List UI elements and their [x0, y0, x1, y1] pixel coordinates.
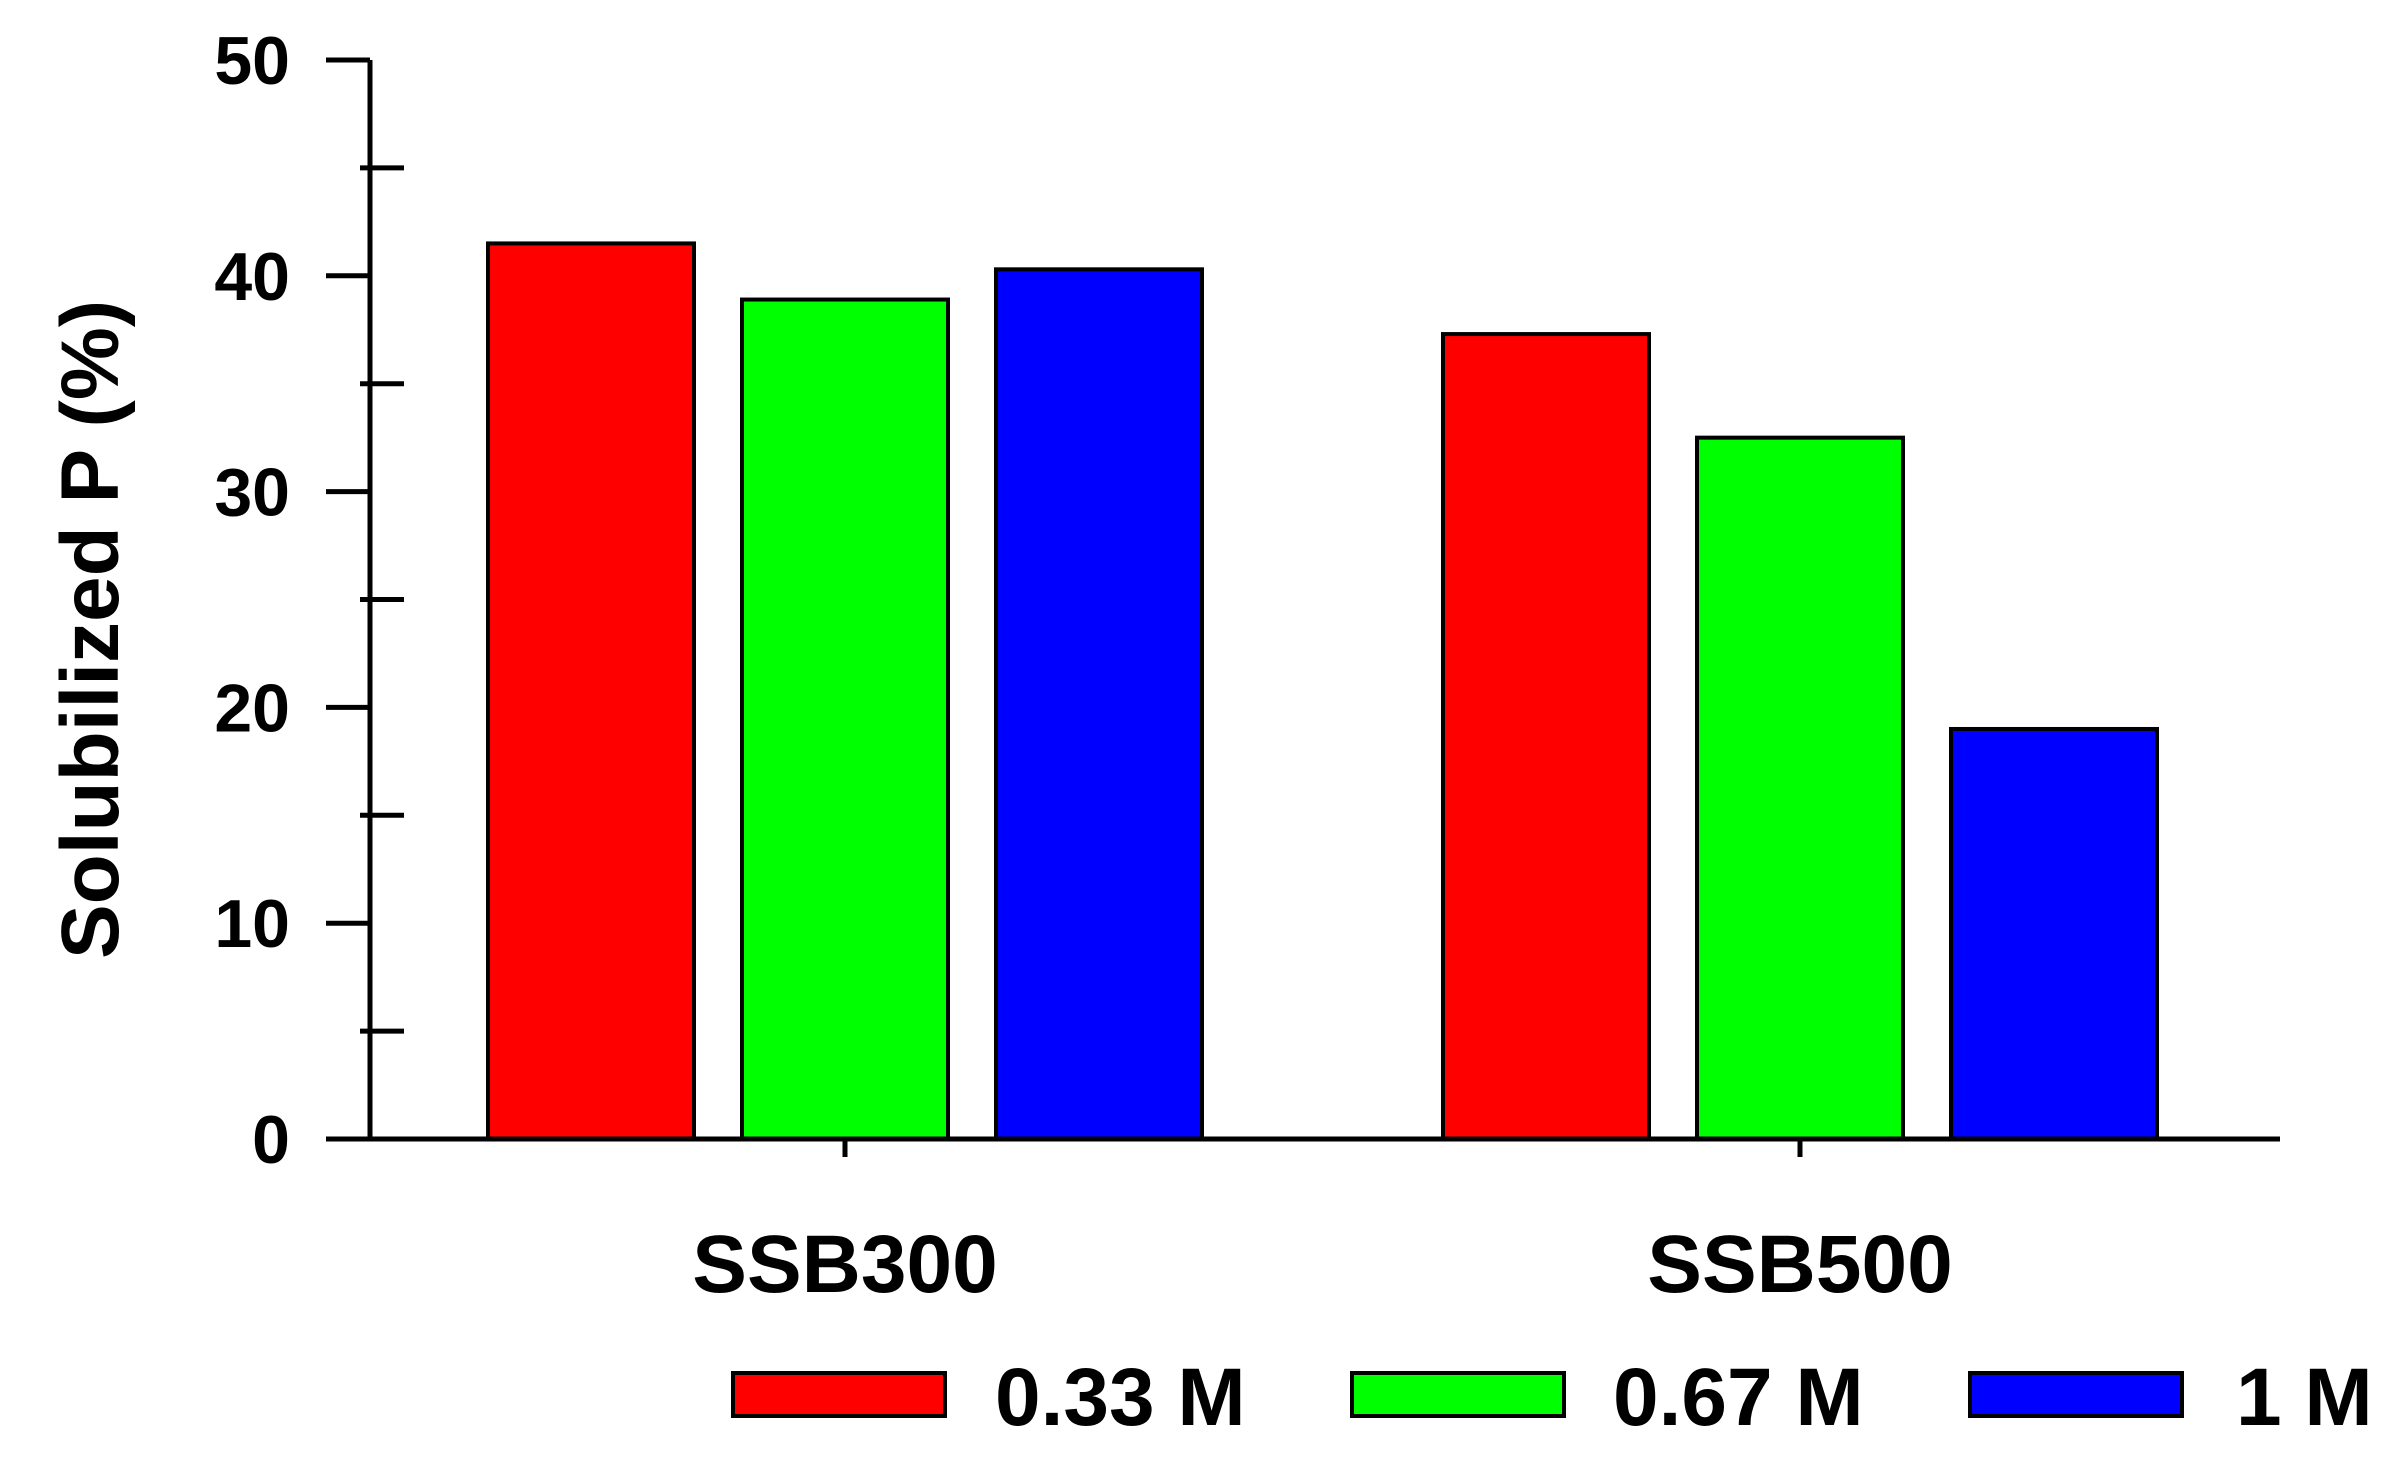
bar-ssb500-0.33m [1441, 332, 1651, 1142]
y-tick-label: 40 [214, 239, 290, 315]
legend-swatch [1968, 1371, 2184, 1418]
legend-label: 0.33 M [995, 1352, 1246, 1443]
y-axis-title: Solubilized P (%) [45, 300, 136, 959]
y-tick-label: 0 [252, 1102, 290, 1178]
bars-layer [486, 241, 2159, 1142]
y-tick-label: 30 [214, 455, 290, 531]
x-category-label: SSB500 [1647, 1219, 1952, 1310]
legend-label: 0.67 M [1613, 1352, 1864, 1443]
legend-swatch [1350, 1371, 1566, 1418]
bar-ssb300-1m [994, 267, 1204, 1141]
bar-ssb500-0.67m [1695, 435, 1905, 1141]
y-tick-label: 20 [214, 670, 290, 746]
legend-swatch [731, 1371, 947, 1418]
bar-ssb300-0.67m [740, 297, 950, 1141]
x-category-label: SSB300 [692, 1219, 997, 1310]
legend: 0.33 M 0.67 M 1 M [731, 1352, 2373, 1443]
y-tick-label: 50 [214, 23, 290, 99]
x-axis-categories: SSB300 SSB500 [692, 1139, 1953, 1310]
bar-ssb300-0.33m [486, 241, 696, 1141]
y-tick-label: 10 [214, 886, 290, 962]
y-axis-ticks: 0 10 20 30 40 50 [214, 23, 404, 1178]
legend-label: 1 M [2236, 1352, 2373, 1443]
bar-ssb500-1m [1949, 726, 2159, 1141]
